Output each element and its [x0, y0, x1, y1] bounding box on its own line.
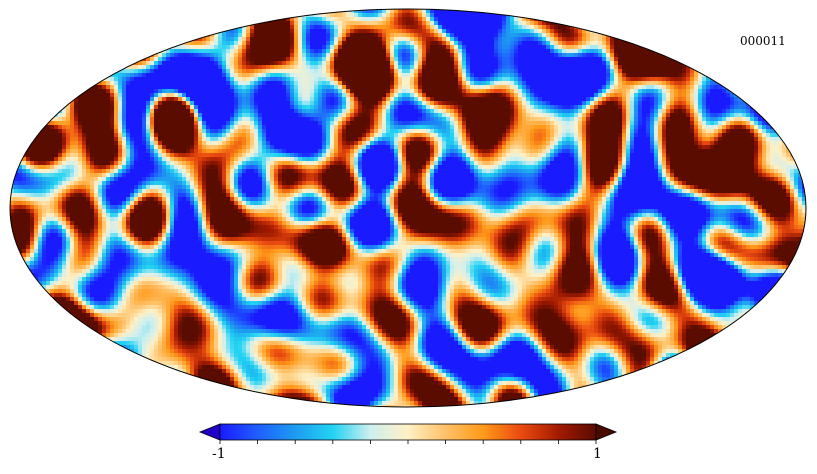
- colorbar-max-label: 1: [593, 446, 602, 462]
- colorbar-under-triangle: [198, 423, 221, 441]
- colorbar-over-triangle: [595, 423, 618, 441]
- colorbar: [198, 423, 618, 444]
- colorbar-body: [219, 423, 597, 441]
- sky-map-field: [10, 9, 806, 407]
- colorbar-min-label: -1: [212, 446, 226, 462]
- map-outline: [9, 8, 807, 408]
- colorbar-ticks: [219, 440, 597, 444]
- map-id-label: 000011: [740, 34, 786, 48]
